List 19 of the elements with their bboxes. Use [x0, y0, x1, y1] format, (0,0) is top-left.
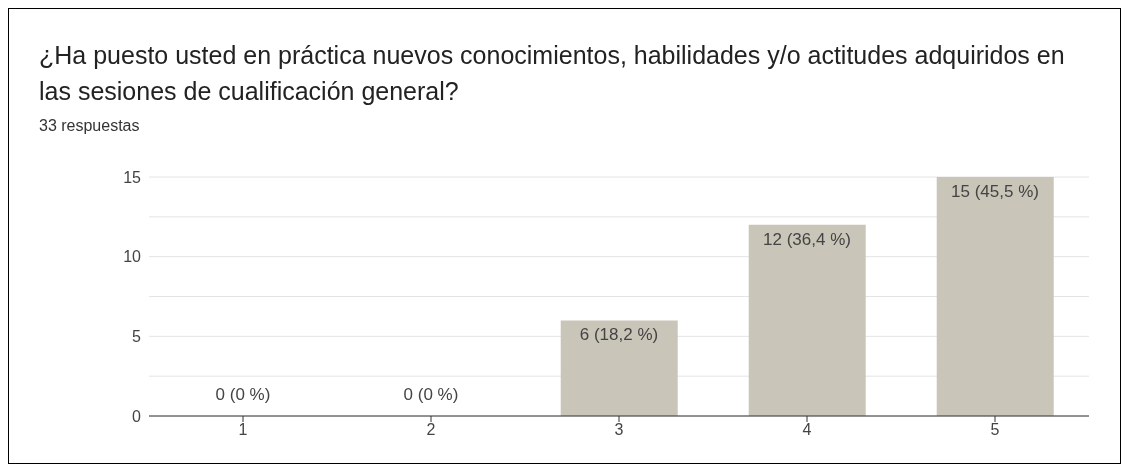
data-label: 12 (36,4 %)	[763, 229, 851, 249]
bar	[748, 224, 866, 416]
x-tick-label: 1	[238, 421, 248, 439]
y-tick-label: 15	[123, 168, 142, 186]
x-tick-label: 4	[802, 421, 812, 439]
data-label: 6 (18,2 %)	[579, 325, 659, 345]
data-label: 0 (0 %)	[215, 385, 271, 404]
data-label: 0 (0 %)	[403, 385, 459, 404]
bar	[560, 320, 678, 416]
y-tick-label: 0	[132, 407, 142, 425]
x-tick-label: 2	[426, 421, 436, 439]
bar	[936, 177, 1054, 416]
x-tick-label: 5	[990, 421, 1000, 439]
data-label: 15 (45,5 %)	[951, 182, 1039, 201]
y-tick-label: 10	[123, 248, 142, 266]
y-tick-label: 5	[132, 328, 142, 346]
x-tick-label: 3	[614, 421, 624, 439]
chart-subtitle: 33 respuestas	[39, 117, 140, 135]
chart-title: ¿Ha puesto usted en práctica nuevos conocimientos, habilidades y/o actitudes adquiridos en las sesiones de cualificación general?	[39, 40, 1066, 107]
